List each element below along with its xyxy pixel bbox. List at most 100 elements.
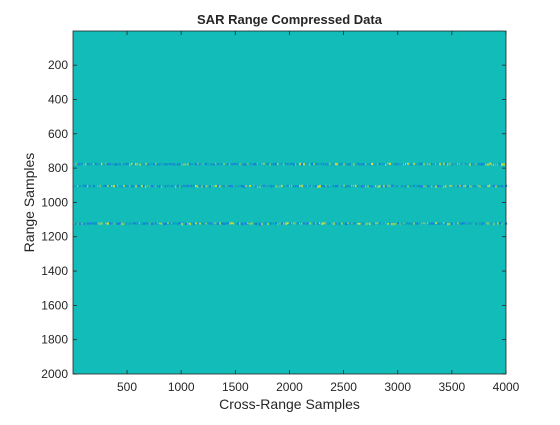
band-speckle xyxy=(215,184,217,187)
band-speckle xyxy=(463,163,465,166)
band-speckle xyxy=(287,222,289,225)
band-speckle xyxy=(301,184,304,188)
band-speckle xyxy=(503,185,505,188)
band-speckle xyxy=(145,162,148,165)
band-speckle xyxy=(487,185,490,188)
band-speckle xyxy=(161,163,163,165)
band-speckle xyxy=(393,163,395,166)
band-speckle xyxy=(375,185,377,188)
band-speckle xyxy=(97,222,100,225)
band-speckle xyxy=(411,185,413,188)
band-speckle xyxy=(271,163,273,166)
band-speckle xyxy=(147,163,150,166)
band-speckle xyxy=(105,185,107,187)
band-speckle xyxy=(337,184,339,187)
band-speckle xyxy=(159,222,162,225)
band-speckle xyxy=(379,222,381,225)
band-speckle xyxy=(151,163,153,166)
band-speckle xyxy=(159,163,161,166)
band-speckle xyxy=(283,222,285,225)
band-speckle xyxy=(91,184,93,187)
band-speckle xyxy=(433,222,435,225)
band-speckle xyxy=(213,222,216,225)
band-speckle xyxy=(453,163,455,166)
band-speckle xyxy=(115,163,118,166)
band-speckle xyxy=(493,184,496,187)
band-speckle xyxy=(299,162,302,166)
band-speckle xyxy=(113,185,116,188)
band-speckle xyxy=(195,162,198,166)
band-speckle xyxy=(159,185,161,188)
band-speckle xyxy=(317,163,319,166)
band-speckle xyxy=(117,163,119,166)
band-speckle xyxy=(325,222,327,225)
band-speckle xyxy=(457,185,460,188)
band-speckle xyxy=(251,163,253,166)
band-speckle xyxy=(469,185,471,188)
band-speckle xyxy=(475,163,477,165)
band-speckle xyxy=(167,222,170,225)
band-speckle xyxy=(129,222,131,226)
band-speckle xyxy=(375,222,377,225)
band-speckle xyxy=(389,162,392,165)
band-speckle xyxy=(405,222,408,225)
band-speckle xyxy=(173,184,176,187)
band-speckle xyxy=(97,185,99,188)
band-speckle xyxy=(461,222,463,225)
x-tick-label: 3000 xyxy=(384,380,411,394)
band-speckle xyxy=(473,222,475,226)
band-speckle xyxy=(263,222,265,225)
band-speckle xyxy=(93,222,95,225)
band-speckle xyxy=(487,222,490,225)
band-speckle xyxy=(287,162,289,165)
band-speckle xyxy=(467,163,469,165)
band-speckle xyxy=(211,184,213,188)
band-speckle xyxy=(251,185,254,188)
band-speckle xyxy=(351,163,353,166)
band-speckle xyxy=(437,184,440,187)
band-speckle xyxy=(339,222,341,225)
band-speckle xyxy=(391,222,393,226)
band-speckle xyxy=(163,222,166,226)
band-speckle xyxy=(123,162,125,166)
band-speckle xyxy=(467,185,470,188)
band-speckle xyxy=(89,222,92,225)
band-speckle xyxy=(235,162,237,165)
band-speckle xyxy=(295,184,297,187)
band-speckle xyxy=(425,163,428,166)
band-speckle xyxy=(419,185,421,188)
band-speckle xyxy=(183,184,185,187)
band-speckle xyxy=(171,222,173,225)
band-speckle xyxy=(333,163,336,166)
band-speckle xyxy=(177,222,179,225)
band-speckle xyxy=(429,222,431,225)
band-speckle xyxy=(235,184,237,187)
band-speckle xyxy=(243,185,246,188)
band-speckle xyxy=(311,185,313,188)
band-speckle xyxy=(253,163,255,166)
band-speckle xyxy=(401,185,404,188)
band-speckle xyxy=(363,222,365,225)
band-speckle xyxy=(353,222,356,225)
band-speckle xyxy=(301,222,303,225)
band-speckle xyxy=(417,184,420,187)
band-speckle xyxy=(265,222,267,225)
band-speckle xyxy=(293,185,295,188)
band-speckle xyxy=(99,222,101,225)
band-speckle xyxy=(101,162,103,166)
band-speckle xyxy=(155,222,157,225)
band-speckle xyxy=(341,162,343,165)
band-speckle xyxy=(145,222,148,225)
band-speckle xyxy=(297,222,299,225)
band-speckle xyxy=(307,222,309,225)
band-speckle xyxy=(337,163,339,166)
band-speckle xyxy=(427,163,429,166)
band-speckle xyxy=(383,163,385,166)
band-speckle xyxy=(107,185,110,187)
band-speckle xyxy=(457,222,459,225)
band-speckle xyxy=(223,185,225,187)
band-speckle xyxy=(431,163,433,166)
band-speckle xyxy=(335,222,337,225)
band-speckle xyxy=(121,162,123,165)
y-tick-label: 200 xyxy=(48,58,68,72)
